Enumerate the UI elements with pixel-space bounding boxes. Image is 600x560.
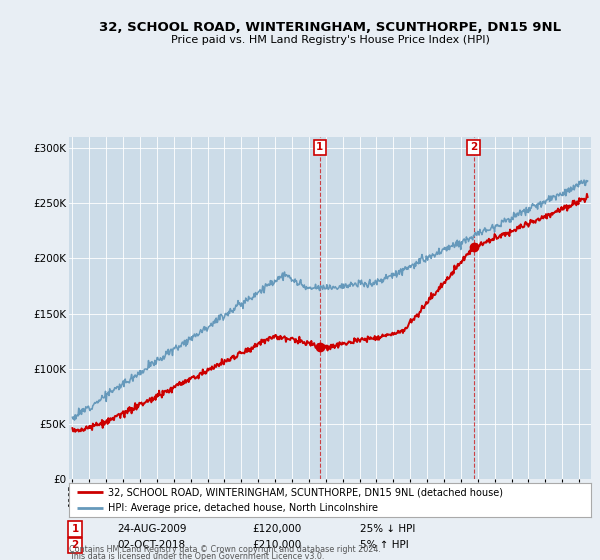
- Text: £210,000: £210,000: [252, 540, 301, 550]
- Text: HPI: Average price, detached house, North Lincolnshire: HPI: Average price, detached house, Nort…: [108, 503, 378, 513]
- Text: This data is licensed under the Open Government Licence v3.0.: This data is licensed under the Open Gov…: [69, 552, 325, 560]
- Text: Price paid vs. HM Land Registry's House Price Index (HPI): Price paid vs. HM Land Registry's House …: [170, 35, 490, 45]
- Text: 32, SCHOOL ROAD, WINTERINGHAM, SCUNTHORPE, DN15 9NL (detached house): 32, SCHOOL ROAD, WINTERINGHAM, SCUNTHORP…: [108, 487, 503, 497]
- Text: 2: 2: [71, 540, 79, 550]
- Text: 25% ↓ HPI: 25% ↓ HPI: [360, 524, 415, 534]
- Text: 32, SCHOOL ROAD, WINTERINGHAM, SCUNTHORPE, DN15 9NL: 32, SCHOOL ROAD, WINTERINGHAM, SCUNTHORP…: [99, 21, 561, 34]
- Text: Contains HM Land Registry data © Crown copyright and database right 2024.: Contains HM Land Registry data © Crown c…: [69, 545, 381, 554]
- Text: 2: 2: [470, 142, 477, 152]
- Text: 24-AUG-2009: 24-AUG-2009: [117, 524, 187, 534]
- Text: 1: 1: [71, 524, 79, 534]
- Text: 1: 1: [316, 142, 323, 152]
- Text: 02-OCT-2018: 02-OCT-2018: [117, 540, 185, 550]
- Text: 5% ↑ HPI: 5% ↑ HPI: [360, 540, 409, 550]
- Text: £120,000: £120,000: [252, 524, 301, 534]
